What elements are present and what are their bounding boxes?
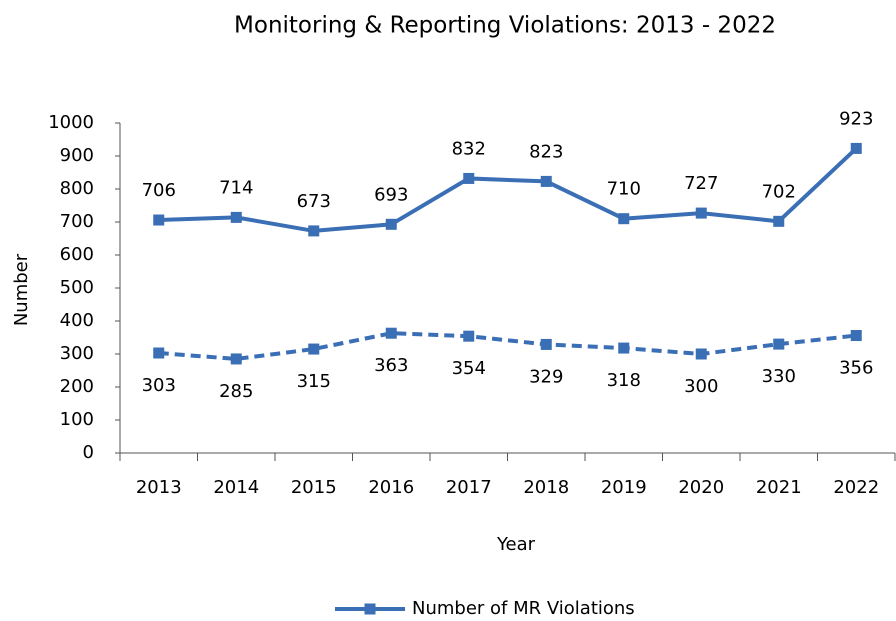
data-label: 363 [374, 355, 408, 376]
data-label: 706 [142, 180, 176, 201]
data-label: 303 [142, 375, 176, 396]
point-marker [230, 211, 242, 223]
point-marker [850, 330, 862, 342]
data-label: 702 [762, 181, 796, 202]
data-label: 300 [684, 376, 718, 397]
x-tick-label: 2018 [523, 477, 569, 498]
data-label: 693 [374, 184, 408, 205]
x-tick-label: 2021 [756, 477, 802, 498]
data-label: 714 [219, 177, 253, 198]
series-line [158, 146, 858, 233]
point-marker [308, 343, 320, 355]
y-tick-label: 0 [83, 442, 94, 463]
point-marker [308, 225, 320, 237]
data-label: 315 [297, 371, 331, 392]
data-label: 710 [607, 179, 641, 200]
point-marker [540, 175, 552, 187]
y-tick-label: 100 [60, 409, 94, 430]
y-axis-label: Number [11, 253, 32, 326]
y-tick-label: 400 [60, 310, 94, 331]
point-marker [618, 342, 630, 354]
point-marker [695, 207, 707, 219]
data-label: 330 [762, 366, 796, 387]
y-tick-label: 800 [60, 178, 94, 199]
chart-title: Monitoring & Reporting Violations: 2013 … [234, 13, 776, 39]
x-tick-label: 2017 [446, 477, 492, 498]
y-tick-label: 700 [60, 211, 94, 232]
point-marker [850, 142, 862, 154]
data-label: 923 [839, 108, 873, 129]
series-line [158, 331, 857, 361]
point-marker [773, 338, 785, 350]
x-tick-label: 2019 [601, 477, 647, 498]
legend-marker [364, 603, 376, 615]
data-label: 832 [452, 138, 486, 159]
point-marker [385, 218, 397, 230]
data-label: 318 [607, 370, 641, 391]
data-label: 285 [219, 381, 253, 402]
y-tick-label: 900 [60, 145, 94, 166]
point-marker [618, 213, 630, 225]
point-marker [230, 353, 242, 365]
y-tick-label: 300 [60, 343, 94, 364]
point-marker [153, 214, 165, 226]
point-marker [153, 347, 165, 359]
x-tick-label: 2015 [291, 477, 337, 498]
x-tick-label: 2020 [678, 477, 724, 498]
point-marker [463, 172, 475, 184]
point-marker [385, 327, 397, 339]
point-marker [695, 348, 707, 360]
data-label: 673 [297, 191, 331, 212]
x-axis-label: Year [496, 534, 536, 555]
point-marker [463, 330, 475, 342]
legend-label: Number of MR Violations [412, 598, 635, 619]
data-label: 356 [839, 358, 873, 379]
point-marker [540, 338, 552, 350]
data-label: 727 [684, 173, 718, 194]
y-tick-label: 1000 [48, 112, 94, 133]
x-tick-label: 2016 [368, 477, 414, 498]
y-tick-label: 500 [60, 277, 94, 298]
x-tick-label: 2022 [833, 477, 879, 498]
y-tick-label: 600 [60, 244, 94, 265]
data-label: 823 [529, 141, 563, 162]
data-label: 354 [452, 358, 486, 379]
point-marker [773, 215, 785, 227]
y-tick-label: 200 [60, 376, 94, 397]
x-tick-label: 2014 [213, 477, 259, 498]
x-tick-label: 2013 [136, 477, 182, 498]
data-label: 329 [529, 366, 563, 387]
